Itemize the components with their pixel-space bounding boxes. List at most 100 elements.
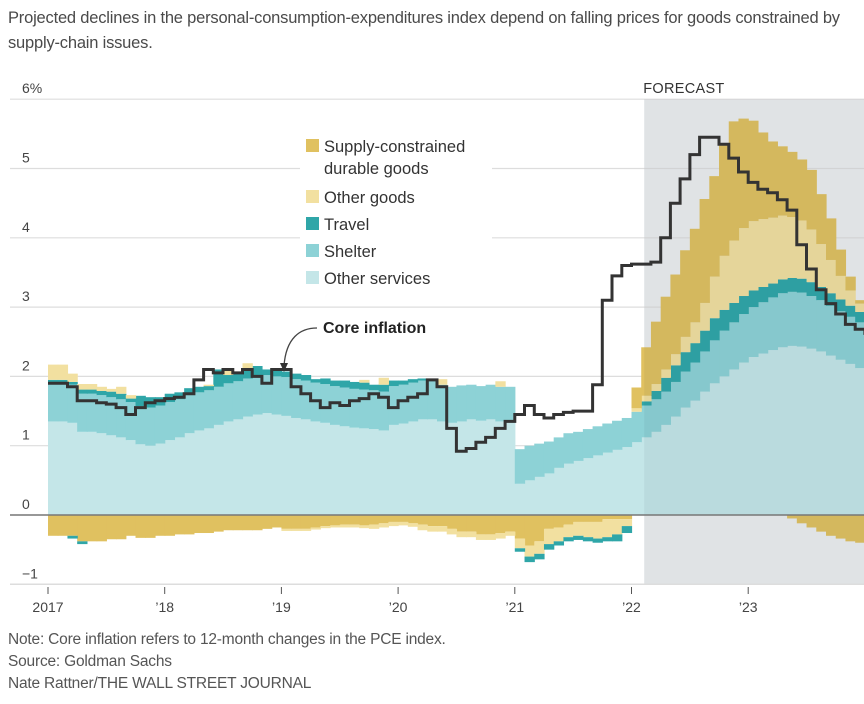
legend-swatch bbox=[306, 271, 319, 284]
bar-segment bbox=[320, 422, 331, 515]
bar-segment bbox=[193, 386, 205, 393]
bar-segment bbox=[57, 515, 69, 536]
bar-segment bbox=[407, 421, 419, 515]
bar-segment bbox=[670, 365, 681, 382]
y-tick-label-4: 4 bbox=[22, 219, 30, 235]
bar-segment bbox=[689, 228, 701, 323]
bar-segment bbox=[193, 392, 205, 431]
bar-segment bbox=[738, 296, 749, 315]
bar-segment bbox=[135, 444, 146, 515]
bar-segment bbox=[835, 249, 847, 276]
bar-segment bbox=[680, 371, 691, 408]
bar-segment bbox=[67, 384, 78, 423]
bar-segment bbox=[495, 533, 506, 539]
bar-segment bbox=[748, 356, 759, 515]
bar-segment bbox=[757, 353, 769, 515]
bar-segment bbox=[621, 447, 633, 515]
legend-label: Supply-constrained bbox=[324, 138, 465, 156]
bar-segment bbox=[728, 322, 740, 370]
bar-segment bbox=[573, 460, 584, 515]
bar-segment bbox=[417, 380, 428, 420]
bar-segment bbox=[67, 381, 78, 385]
bar-segment bbox=[709, 276, 720, 319]
bar-segment bbox=[699, 198, 710, 303]
bar-segment bbox=[446, 515, 458, 529]
bar-segment bbox=[816, 300, 827, 352]
legend-item-other-services: Other services bbox=[306, 270, 430, 288]
bar-segment bbox=[300, 515, 312, 529]
bar-segment bbox=[806, 282, 817, 297]
bar-segment bbox=[339, 524, 351, 528]
y-tick-label-6: 6% bbox=[22, 80, 42, 96]
x-tick-label-2018: ’18 bbox=[155, 599, 174, 615]
bar-segment bbox=[709, 176, 720, 277]
bar-segment bbox=[485, 515, 496, 535]
bar-segment bbox=[543, 473, 555, 515]
bar-segment bbox=[748, 307, 759, 357]
bar-segment bbox=[573, 521, 584, 536]
bar-segment bbox=[543, 528, 555, 545]
bar-segment bbox=[699, 330, 710, 352]
bar-segment bbox=[252, 414, 263, 515]
bar-segment bbox=[252, 376, 263, 415]
bar-segment bbox=[505, 531, 516, 536]
bar-segment bbox=[330, 424, 341, 515]
series-other-goods bbox=[48, 215, 864, 412]
forecast-label: FORECAST bbox=[643, 81, 724, 97]
bar-segment bbox=[116, 437, 127, 515]
bar-segment bbox=[67, 535, 78, 539]
bar-segment bbox=[86, 515, 98, 542]
bar-segment bbox=[680, 336, 691, 353]
bar-segment bbox=[787, 345, 798, 515]
bar-segment bbox=[456, 385, 467, 422]
bar-segment bbox=[563, 433, 574, 464]
bar-segment bbox=[855, 300, 864, 304]
bar-segment bbox=[174, 437, 185, 515]
bar-segment bbox=[125, 398, 137, 403]
bar-segment bbox=[816, 244, 827, 288]
bar-segment bbox=[826, 515, 837, 536]
bar-segment bbox=[378, 430, 389, 515]
bar-segment bbox=[96, 386, 107, 391]
bar-segment bbox=[699, 391, 710, 515]
bar-segment bbox=[777, 293, 788, 348]
bar-segment bbox=[787, 151, 798, 218]
legend-swatch bbox=[306, 244, 319, 257]
bar-segment bbox=[689, 322, 701, 344]
bar-segment bbox=[86, 389, 98, 394]
bar-segment bbox=[417, 515, 428, 525]
bar-segment bbox=[427, 381, 438, 420]
bar-segment bbox=[621, 417, 633, 448]
legend-swatch bbox=[306, 217, 319, 230]
bar-segment bbox=[612, 449, 623, 515]
bar-segment bbox=[281, 415, 292, 515]
bar-segment bbox=[631, 442, 642, 515]
bar-segment bbox=[232, 381, 244, 420]
bar-segment bbox=[689, 343, 701, 363]
bar-segment bbox=[388, 380, 399, 387]
core-inflation-line bbox=[48, 135, 864, 453]
bar-segment bbox=[495, 421, 506, 515]
bar-segment bbox=[855, 311, 864, 323]
bar-segment bbox=[466, 531, 477, 538]
bar-segment bbox=[359, 525, 370, 529]
bar-segment bbox=[154, 515, 166, 536]
y-tick-label-0: 0 bbox=[22, 496, 30, 512]
bar-segment bbox=[437, 515, 448, 527]
bar-segment bbox=[106, 388, 117, 392]
bar-segment bbox=[310, 515, 321, 528]
bar-segment bbox=[806, 169, 817, 230]
bar-segment bbox=[475, 534, 487, 540]
bar-segment bbox=[534, 515, 545, 542]
bar-segment bbox=[787, 217, 798, 278]
series-other-services bbox=[48, 345, 864, 515]
bar-segment bbox=[398, 423, 409, 515]
bar-segment bbox=[407, 379, 419, 383]
bar-segment bbox=[796, 220, 808, 279]
bar-segment bbox=[388, 521, 399, 527]
y-tick-label-2: 2 bbox=[22, 357, 30, 373]
bar-segment bbox=[281, 515, 292, 529]
bar-segment bbox=[495, 381, 506, 387]
bar-segment bbox=[563, 515, 574, 525]
bar-segment bbox=[757, 287, 769, 303]
